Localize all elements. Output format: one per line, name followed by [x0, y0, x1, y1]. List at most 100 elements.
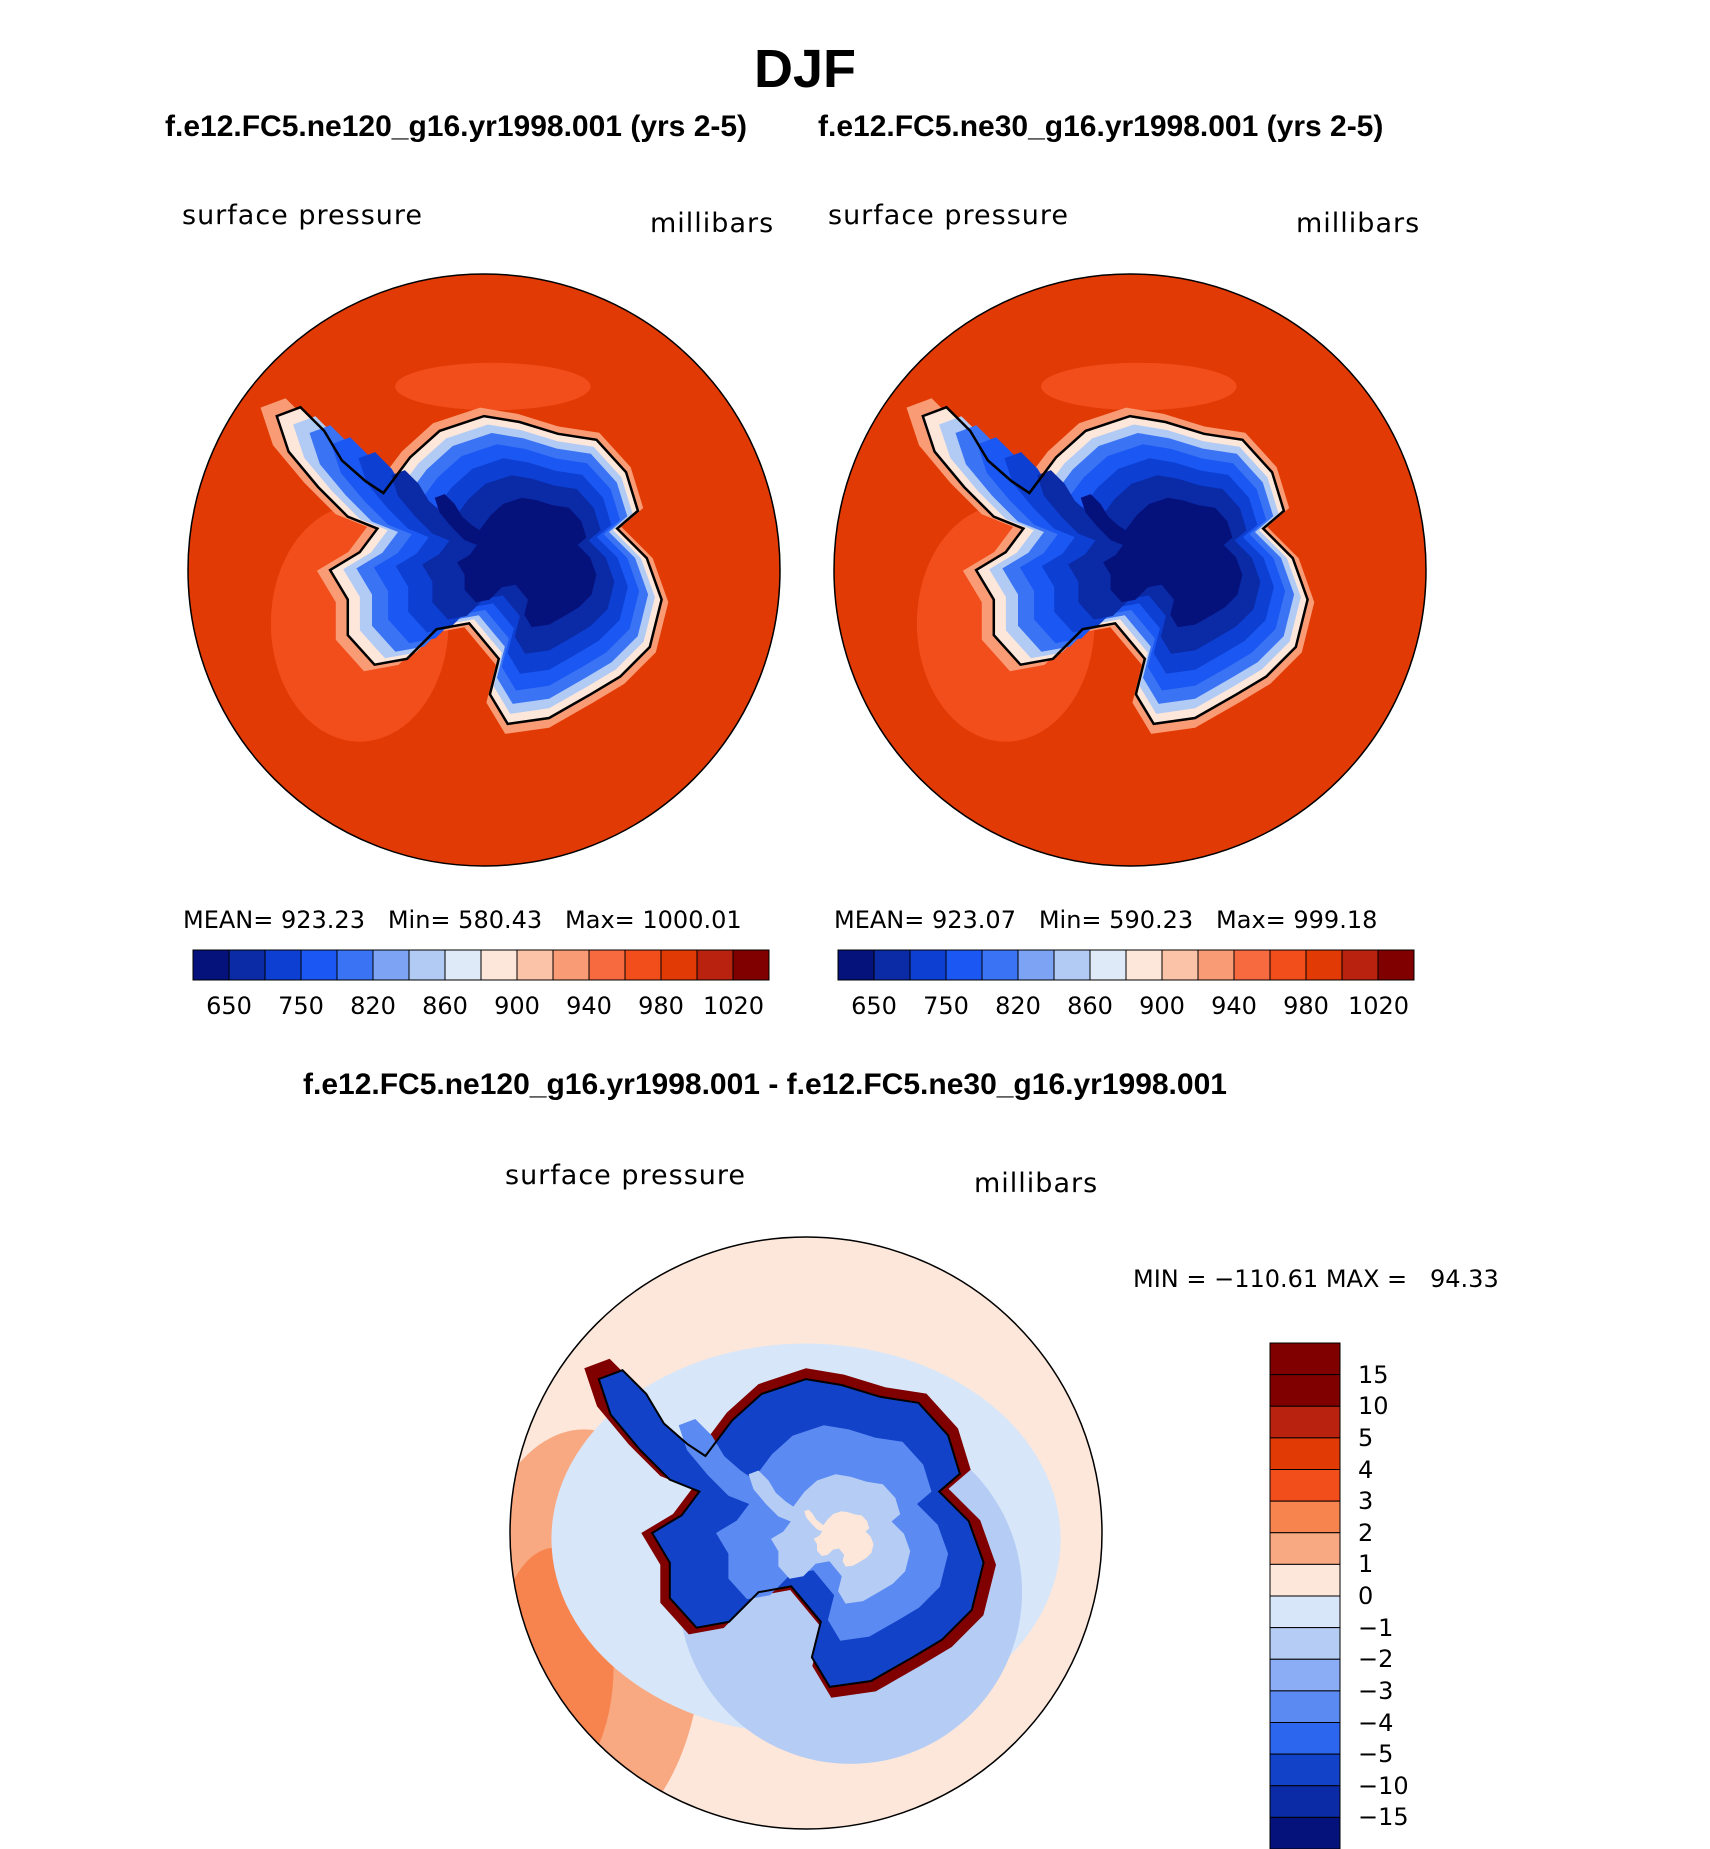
left-coastline — [275, 405, 663, 726]
left-colorbar-box — [192, 949, 230, 981]
diff-interior-patch — [804, 1509, 874, 1567]
diff-colorbar-tick-label: 0 — [1358, 1582, 1374, 1610]
right-contour-level-6 — [1037, 470, 1261, 654]
right-colorbar-box — [1161, 949, 1199, 981]
left-contour-level-2 — [293, 416, 655, 714]
diff-interior-patch — [748, 1470, 911, 1604]
right-map-border — [833, 273, 1427, 867]
diff-colorbar-tick-label: 5 — [1358, 1423, 1374, 1452]
diff-colorbar-box — [1269, 1374, 1341, 1407]
right-colorbar-box — [945, 949, 983, 981]
right-colorbar-box — [1233, 949, 1271, 981]
diff-colorbar-box — [1269, 1722, 1341, 1755]
left-colorbar-box — [696, 949, 734, 981]
diff-map-fill — [510, 1237, 1102, 1829]
diff-colorbar-tick-label: 2 — [1358, 1518, 1374, 1547]
diff-units-label: millibars — [974, 1168, 1099, 1199]
diff-interior — [598, 1370, 984, 1687]
right-contour-level-7 — [1080, 494, 1243, 628]
right-colorbar-tick-label: 1020 — [1348, 992, 1410, 1020]
left-colorbar-box — [732, 949, 770, 981]
diff-colorbar-box — [1269, 1437, 1341, 1470]
left-colorbar-box — [408, 949, 446, 981]
diff-colorbar-tick-label: 4 — [1358, 1455, 1374, 1484]
left-colorbar-box — [372, 949, 410, 981]
right-colorbar-tick-label: 860 — [1067, 992, 1113, 1020]
right-coastline — [921, 405, 1309, 726]
right-contour-level-1 — [922, 407, 1308, 724]
right-colorbar-box — [837, 949, 875, 981]
left-contour-level-5 — [358, 452, 628, 674]
right-contour-level-5 — [1004, 452, 1274, 674]
right-contour-level-3 — [955, 425, 1295, 704]
left-contour-level-4 — [331, 437, 640, 691]
right-contour-level-4 — [977, 437, 1286, 691]
diff-colorbar-tick-label: 10 — [1358, 1392, 1389, 1421]
diff-colorbar-box — [1269, 1658, 1341, 1692]
diff-coastal-ridge — [584, 1358, 996, 1698]
diff-map-border — [509, 1236, 1103, 1830]
diff-colorbar-tick-label: 3 — [1358, 1487, 1374, 1516]
left-variable-label: surface pressure — [182, 200, 423, 231]
right-colorbar-box — [1089, 949, 1127, 981]
diff-colorbar-box — [1269, 1595, 1341, 1629]
left-colorbar-tick-label: 900 — [494, 992, 540, 1020]
diff-colorbar-box — [1269, 1785, 1341, 1818]
left-colorbar-box — [336, 949, 374, 981]
diff-variable-label: surface pressure — [505, 1160, 746, 1191]
diff-colorbar-tick-label: 1 — [1358, 1550, 1374, 1579]
right-low-band — [1041, 362, 1237, 411]
right-colorbar-box — [1197, 949, 1235, 981]
left-colorbar-tick-label: 980 — [638, 992, 684, 1020]
diff-colorbar-tick-label: −1 — [1358, 1613, 1394, 1642]
right-colorbar-box — [1305, 949, 1343, 981]
left-colorbar-tick-label: 1020 — [703, 992, 765, 1020]
right-colorbar-box — [1341, 949, 1379, 981]
right-colorbar-tick-label: 820 — [995, 992, 1041, 1020]
left-ocean — [188, 274, 780, 866]
right-colorbar-box — [1053, 949, 1091, 981]
diff-colorbar-box — [1269, 1469, 1341, 1502]
right-colorbar-box — [1017, 949, 1055, 981]
right-case-title: f.e12.FC5.ne30_g16.yr1998.001 (yrs 2-5) — [818, 110, 1384, 143]
right-contour-level-0 — [906, 398, 1315, 734]
left-contour-level-6 — [391, 470, 615, 654]
right-colorbar-box — [873, 949, 911, 981]
right-colorbar-tick-label: 750 — [923, 992, 969, 1020]
right-colorbar-box — [1269, 949, 1307, 981]
diff-colorbar-tick-label: −2 — [1358, 1645, 1394, 1674]
right-colorbar-tick-label: 650 — [851, 992, 897, 1020]
left-colorbar-box — [300, 949, 338, 981]
diff-colorbar-box — [1269, 1816, 1341, 1849]
diff-colorbar-box — [1269, 1753, 1341, 1787]
diff-stats: MIN = −110.61 MAX = 94.33 — [1133, 1265, 1499, 1293]
right-ocean — [834, 274, 1426, 866]
diff-colorbar-box — [1269, 1532, 1341, 1565]
right-colorbar-box — [1377, 949, 1415, 981]
diff-colorbar-box — [1269, 1342, 1341, 1376]
left-low-band — [270, 504, 449, 742]
left-contour-level-7 — [434, 494, 597, 628]
diff-colorbar-box — [1269, 1563, 1341, 1597]
right-units-label: millibars — [1296, 208, 1421, 239]
right-colorbar-tick-label: 900 — [1139, 992, 1185, 1020]
right-colorbar-box — [1125, 949, 1163, 981]
left-colorbar-box — [552, 949, 590, 981]
diff-positive-band — [510, 1547, 614, 1785]
diff-colorbar-box — [1269, 1690, 1341, 1723]
diff-colorbar-tick-label: 15 — [1358, 1360, 1389, 1389]
left-contour-level-0 — [260, 398, 669, 734]
left-map-fill — [188, 274, 780, 866]
diff-background — [510, 1237, 1102, 1829]
season-title: DJF — [753, 39, 856, 99]
left-map-border — [187, 273, 781, 867]
left-colorbar-box — [660, 949, 698, 981]
diff-coastline — [597, 1369, 985, 1688]
diff-colorbar-box — [1269, 1500, 1341, 1534]
left-colorbar-box — [516, 949, 554, 981]
right-colorbar-tick-label: 980 — [1283, 992, 1329, 1020]
right-stats: MEAN= 923.07 Min= 590.23 Max= 999.18 — [834, 906, 1378, 934]
right-contour-level-2 — [939, 416, 1301, 714]
diff-interior-patch — [678, 1419, 949, 1641]
left-colorbar-tick-label: 860 — [422, 992, 468, 1020]
